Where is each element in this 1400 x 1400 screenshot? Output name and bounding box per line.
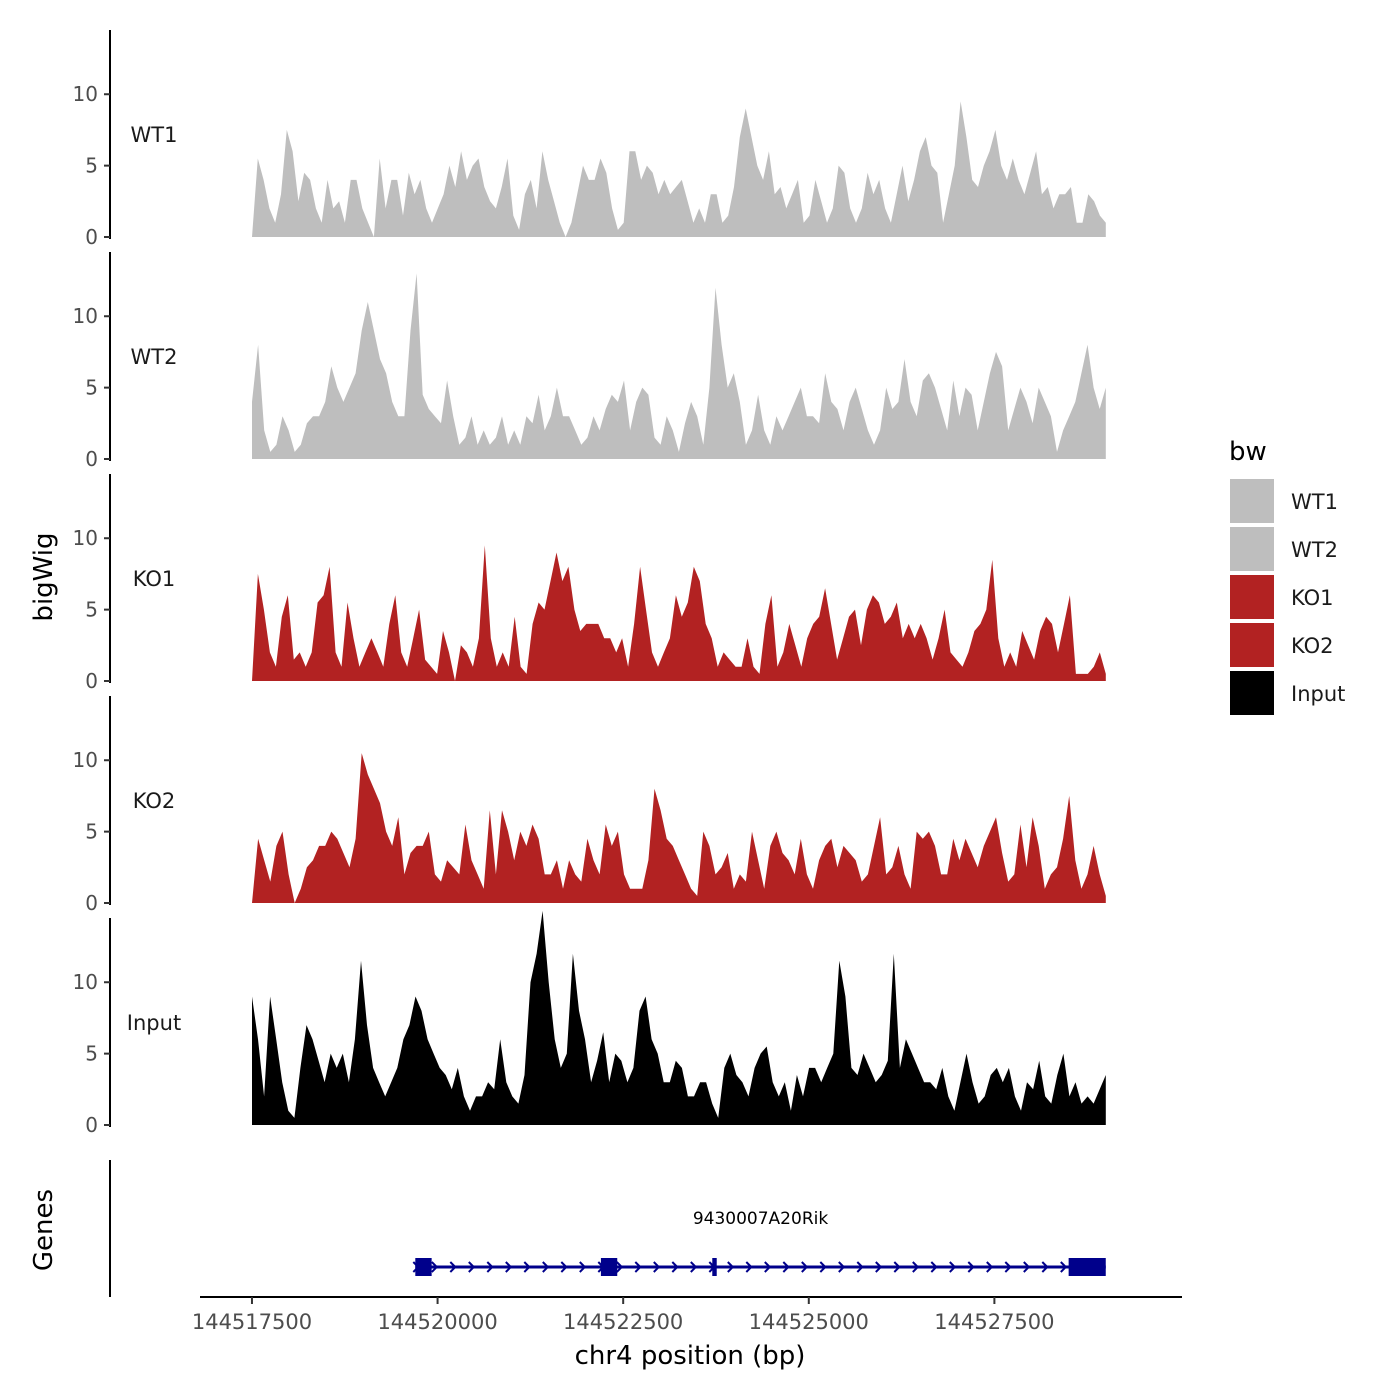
strand-arrow	[838, 1261, 846, 1273]
y-tick-label: 0	[85, 1113, 98, 1137]
gene-exon	[1068, 1258, 1106, 1276]
legend-item-ko1: KO1	[1230, 575, 1334, 619]
strand-arrow	[505, 1261, 513, 1273]
strand-arrow	[468, 1261, 476, 1273]
y-tick-label: 10	[73, 526, 98, 550]
strand-arrow	[727, 1261, 735, 1273]
strand-arrow	[671, 1261, 679, 1273]
x-tick-label: 144527500	[934, 1310, 1054, 1334]
strand-arrow	[930, 1261, 938, 1273]
legend-label: KO2	[1291, 634, 1334, 658]
bigwig-tracks: 0 5 10 WT1 0 5 10 WT2 0 5 10 KO1 0 5 10 KO2 0 5 10 Input	[73, 30, 1106, 1137]
area-wt1	[252, 101, 1106, 238]
y-tick-label: 5	[85, 154, 98, 178]
gene-exon	[415, 1258, 432, 1276]
legend: bw WT1 WT2 KO1 KO2 Input	[1229, 437, 1345, 715]
y-axis-label: bigWig	[29, 532, 59, 621]
strand-arrow	[745, 1261, 753, 1273]
legend-swatch	[1230, 671, 1274, 715]
legend-label: Input	[1291, 682, 1345, 706]
strand-arrow	[579, 1261, 587, 1273]
strand-arrow	[486, 1261, 494, 1273]
track-ko1: 0 5 10 KO1	[73, 474, 1106, 693]
strand-arrow	[523, 1261, 531, 1273]
track-label: WT2	[131, 345, 178, 369]
track-label: Input	[127, 1011, 181, 1035]
y-tick-label: 0	[85, 669, 98, 693]
area-input	[252, 910, 1106, 1125]
y-tick-label: 5	[85, 820, 98, 844]
strand-arrow	[782, 1261, 790, 1273]
legend-swatch	[1230, 623, 1274, 667]
strand-arrow	[1004, 1261, 1012, 1273]
gene-exon	[600, 1258, 618, 1276]
y-tick-label: 10	[73, 748, 98, 772]
y-tick-label: 5	[85, 1042, 98, 1066]
track-wt1: 0 5 10 WT1	[73, 30, 1106, 249]
legend-swatch	[1230, 479, 1274, 523]
x-tick-label: 144525000	[749, 1310, 869, 1334]
strand-arrow	[634, 1261, 642, 1273]
area-ko2	[252, 753, 1106, 903]
legend-label: WT2	[1291, 538, 1338, 562]
strand-arrow	[431, 1261, 439, 1273]
legend-label: KO1	[1291, 586, 1334, 610]
track-label: KO2	[133, 789, 176, 813]
strand-arrow	[1023, 1261, 1031, 1273]
strand-arrow	[893, 1261, 901, 1273]
legend-swatch	[1230, 527, 1274, 571]
area-wt2	[252, 273, 1106, 459]
strand-arrow	[1041, 1261, 1049, 1273]
strand-arrow	[875, 1261, 883, 1273]
area-ko1	[252, 545, 1106, 681]
legend-item-ko2: KO2	[1230, 623, 1334, 667]
y-tick-label: 10	[73, 304, 98, 328]
x-axis: 144517500 144520000 144522500 144525000 1445…	[192, 1296, 1182, 1334]
y-tick-label: 0	[85, 447, 98, 471]
legend-item-wt1: WT1	[1230, 479, 1338, 523]
track-label: KO1	[133, 567, 176, 591]
strand-arrow	[819, 1261, 827, 1273]
legend-swatch	[1230, 575, 1274, 619]
strand-arrow	[801, 1261, 809, 1273]
strand-arrow	[1060, 1261, 1068, 1273]
strand-arrow	[764, 1261, 772, 1273]
legend-items: WT1 WT2 KO1 KO2 Input	[1230, 479, 1345, 715]
strand-arrow	[690, 1261, 698, 1273]
y-tick-label: 0	[85, 225, 98, 249]
gene-exon	[712, 1258, 717, 1276]
track-input: 0 5 10 Input	[73, 910, 1106, 1137]
y-tick-label: 5	[85, 376, 98, 400]
y-tick-label: 0	[85, 891, 98, 915]
strand-arrow	[856, 1261, 864, 1273]
legend-item-wt2: WT2	[1230, 527, 1338, 571]
strand-arrow	[912, 1261, 920, 1273]
track-wt2: 0 5 10 WT2	[73, 252, 1106, 471]
legend-label: WT1	[1291, 490, 1338, 514]
strand-arrow	[542, 1261, 550, 1273]
y-tick-label: 10	[73, 82, 98, 106]
strand-arrow	[449, 1261, 457, 1273]
genes-axis-label: Genes	[29, 1189, 59, 1271]
legend-item-input: Input	[1230, 671, 1345, 715]
track-ko2: 0 5 10 KO2	[73, 696, 1106, 915]
strand-arrow	[616, 1261, 624, 1273]
x-tick-label: 144520000	[377, 1310, 497, 1334]
strand-arrow	[986, 1261, 994, 1273]
gene-track: 9430007A20Rik	[109, 1160, 1106, 1297]
strand-arrow	[653, 1261, 661, 1273]
x-axis-label: chr4 position (bp)	[575, 1341, 806, 1371]
strand-arrow	[949, 1261, 957, 1273]
strand-arrow	[967, 1261, 975, 1273]
y-tick-label: 10	[73, 970, 98, 994]
gene-name-label: 9430007A20Rik	[693, 1209, 829, 1229]
strand-arrow	[560, 1261, 568, 1273]
x-tick-label: 144517500	[192, 1310, 312, 1334]
x-tick-label: 144522500	[563, 1310, 683, 1334]
track-label: WT1	[131, 123, 178, 147]
legend-title: bw	[1229, 437, 1267, 467]
y-tick-label: 5	[85, 598, 98, 622]
